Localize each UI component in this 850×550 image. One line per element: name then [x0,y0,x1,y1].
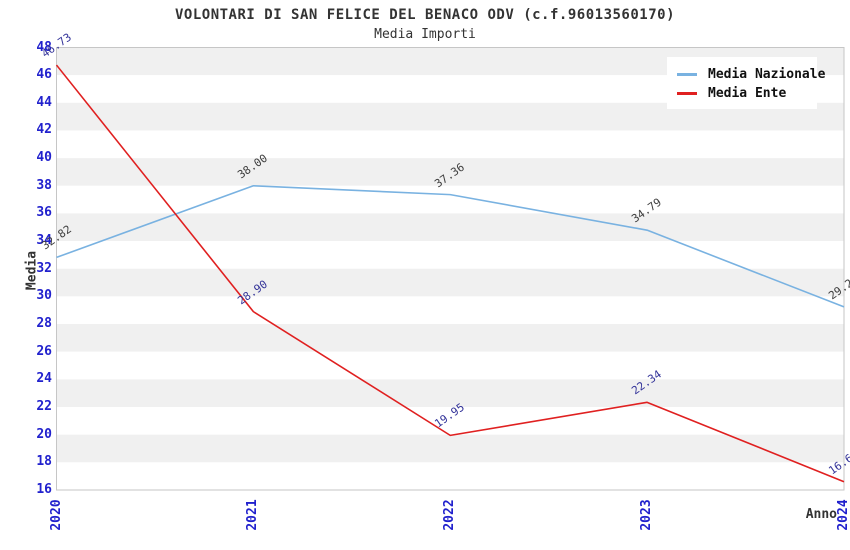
y-tick-label: 42 [36,122,52,138]
y-tick-label: 30 [36,288,52,304]
legend-label: Media Ente [708,86,787,101]
y-tick-label: 38 [36,177,52,193]
plot-band [56,379,844,408]
y-tick-label: 18 [36,454,52,470]
y-tick-label: 44 [36,94,52,110]
x-axis-title: Anno [805,507,837,522]
y-tick-label: 36 [36,205,52,221]
plot-band [56,185,844,214]
y-tick-label: 40 [36,150,52,166]
plot-band [56,351,844,380]
legend-item-media-nazionale: Media Nazionale [677,65,825,84]
plot-band [56,407,844,435]
plot-band [56,241,844,269]
legend-label: Media Nazionale [708,67,826,82]
y-tick-label: 48 [36,39,52,55]
plot-band [56,296,844,325]
chart-subtitle: Media Importi [374,27,476,42]
y-tick-label: 46 [36,67,52,83]
x-tick-label: 2020 [48,499,64,531]
plot-band [56,434,844,463]
plot-band [56,130,844,159]
y-axis-title: Media [24,250,40,291]
legend: Media Nazionale Media Ente [667,57,825,109]
plot-band [56,158,844,186]
x-tick-label: 2022 [442,499,458,531]
plot-band [56,462,844,490]
y-tick-label: 32 [36,260,52,276]
y-tick-label: 34 [36,233,52,249]
y-tick-label: 28 [36,316,52,332]
x-tick-label: 2021 [245,499,261,531]
legend-line-swatch-red [677,92,697,95]
plot-band [56,268,844,297]
y-tick-label: 16 [36,482,52,497]
plot-band [56,213,844,242]
series-line-1 [55,64,845,483]
legend-item-media-ente: Media Ente [677,84,817,103]
y-tick-label: 24 [36,371,52,387]
x-tick-label: 2024 [836,499,850,531]
y-tick-label: 22 [36,399,52,415]
series-line-0 [56,184,845,308]
y-tick-label: 20 [36,426,52,442]
y-tick-label: 26 [36,343,52,359]
legend-line-swatch-blue [677,73,697,76]
x-tick-label: 2023 [639,499,655,531]
plot-band [56,324,844,352]
plot-border [56,47,845,491]
chart-title: VOLONTARI DI SAN FELICE DEL BENACO ODV (… [174,7,675,23]
